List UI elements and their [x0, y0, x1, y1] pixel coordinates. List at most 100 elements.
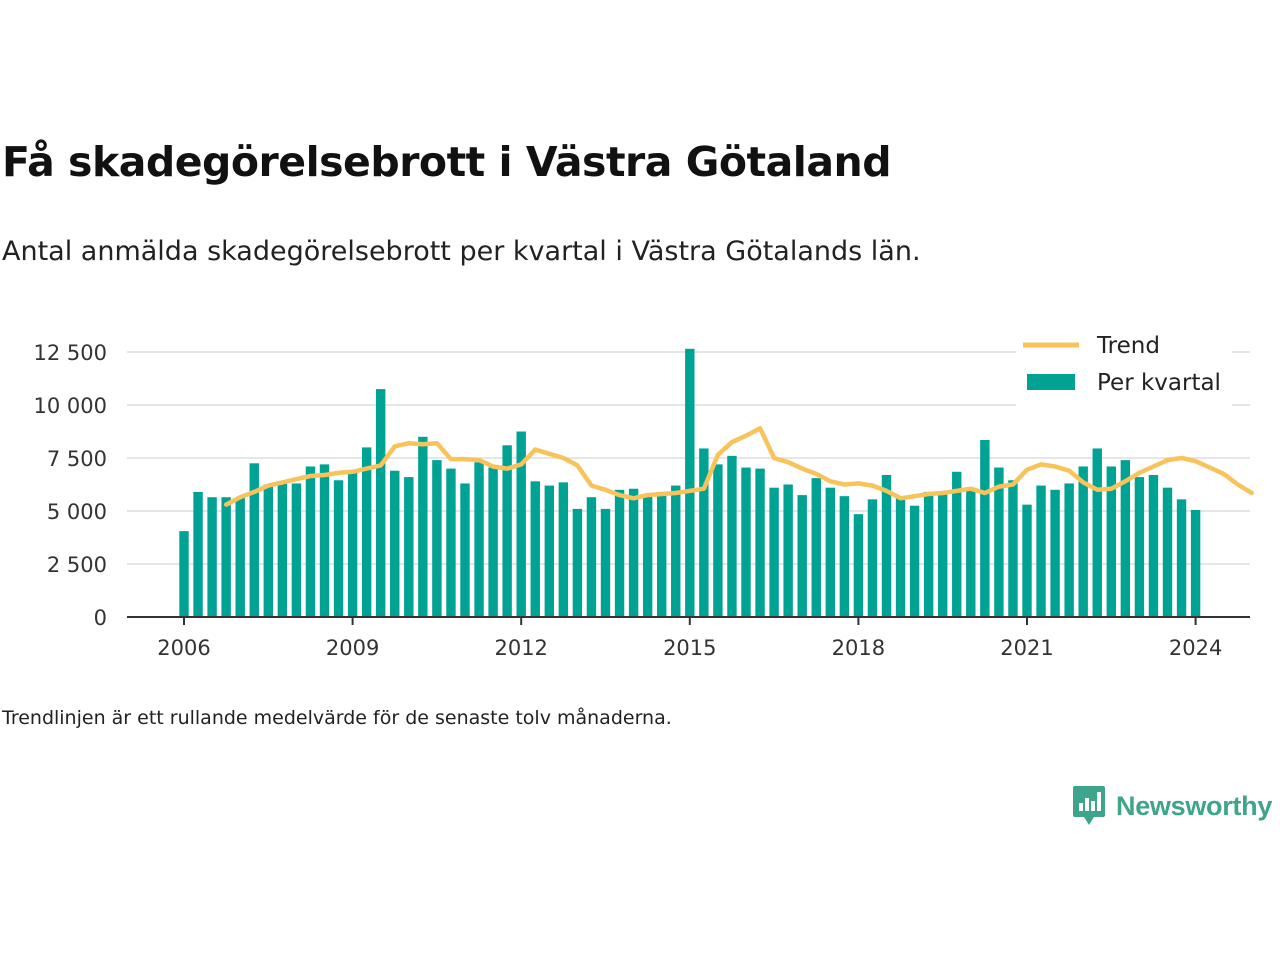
bar	[586, 497, 597, 617]
bar	[980, 439, 990, 617]
bar	[1176, 499, 1187, 617]
bar	[1064, 483, 1074, 617]
bar	[994, 467, 1004, 617]
legend-bar-label: Per kvartal	[1097, 370, 1221, 396]
x-tick-label: 2009	[326, 636, 379, 660]
bar	[572, 508, 583, 617]
bar	[741, 467, 751, 617]
bar	[1050, 489, 1060, 617]
bar	[319, 464, 330, 617]
bar-line-chart: 0 2 500 5 000 7 500 10 000 12 500 2006 2009 2012…	[34, 323, 1255, 660]
bar	[235, 497, 245, 617]
bar	[966, 490, 976, 617]
bar	[1008, 480, 1018, 617]
legend-trend-label: Trend	[1096, 333, 1160, 359]
bar	[376, 389, 386, 617]
y-tick-label: 10 000	[34, 394, 107, 418]
x-tick-label: 2018	[832, 636, 885, 660]
bar	[1148, 474, 1159, 617]
bar	[881, 474, 892, 617]
y-tick-label: 0	[94, 606, 107, 630]
bar	[614, 489, 625, 617]
bar	[923, 491, 934, 617]
bar	[404, 477, 414, 617]
y-tick-label: 7 500	[47, 447, 107, 471]
y-tick-label: 2 500	[47, 553, 107, 577]
bar	[1134, 477, 1145, 617]
bar	[685, 348, 695, 617]
bar	[291, 483, 302, 617]
bar	[361, 447, 372, 617]
bar	[221, 497, 231, 617]
bar	[657, 491, 667, 617]
bar	[277, 481, 288, 617]
bar	[671, 485, 681, 617]
bar	[713, 464, 723, 617]
bar	[488, 467, 498, 617]
bar	[305, 466, 316, 617]
bar	[432, 460, 442, 617]
bar	[558, 482, 569, 617]
x-tick-label: 2012	[494, 636, 547, 660]
bar	[474, 462, 484, 617]
x-tick-label: 2015	[663, 636, 716, 660]
chart-title: Få skadegörelsebrott i Västra Götaland	[2, 138, 892, 186]
bar	[347, 470, 358, 617]
axes: 0 2 500 5 000 7 500 10 000 12 500 2006 2009 2012…	[34, 341, 1250, 660]
bar	[1190, 509, 1201, 617]
bar	[938, 492, 948, 617]
legend-background	[1016, 323, 1232, 406]
bar	[727, 455, 737, 617]
bar	[642, 496, 653, 617]
bar	[1078, 466, 1088, 617]
bar	[179, 531, 189, 617]
bar	[249, 463, 259, 617]
bar	[628, 488, 639, 617]
bar	[600, 508, 611, 617]
footnote: Trendlinjen är ett rullande medelvärde f…	[2, 707, 672, 729]
bar	[853, 514, 864, 617]
trend-line	[223, 426, 1255, 507]
y-tick-label: 12 500	[34, 341, 107, 365]
bar	[811, 478, 821, 617]
bar	[867, 499, 878, 617]
bar	[1120, 460, 1131, 617]
bar	[839, 496, 850, 617]
x-tick-label: 2006	[157, 636, 210, 660]
bar	[783, 484, 793, 617]
bar	[699, 448, 709, 617]
bar	[755, 468, 765, 617]
brand-name: Newsworthy	[1116, 790, 1273, 821]
bar	[544, 485, 554, 617]
bar	[263, 484, 273, 617]
bar	[1162, 487, 1173, 617]
bar	[446, 468, 456, 617]
bar	[1022, 504, 1032, 617]
bar	[460, 483, 470, 617]
chart-subtitle: Antal anmälda skadegörelsebrott per kvar…	[2, 236, 921, 267]
bar	[895, 496, 906, 617]
bar	[502, 445, 512, 617]
trend-line-layer	[223, 426, 1255, 507]
bar	[333, 480, 344, 617]
legend: Trend Per kvartal	[1016, 323, 1232, 406]
bars-per-kvartal	[179, 348, 1201, 617]
legend-bar-swatch	[1027, 374, 1075, 390]
x-tick-label: 2024	[1169, 636, 1222, 660]
bar	[530, 481, 540, 617]
bar	[825, 487, 835, 617]
bar	[516, 431, 526, 617]
bar	[1036, 485, 1046, 617]
bar	[769, 487, 779, 617]
bar	[390, 470, 400, 617]
bar	[418, 436, 428, 617]
bar	[193, 491, 203, 617]
bar	[952, 471, 962, 617]
bar	[1092, 448, 1102, 617]
bar	[1106, 466, 1116, 617]
bar	[797, 495, 807, 617]
y-tick-label: 5 000	[47, 500, 107, 524]
bar	[909, 505, 920, 617]
newsworthy-brand: Newsworthy	[1072, 785, 1272, 827]
newsworthy-logo-icon	[1073, 786, 1105, 825]
